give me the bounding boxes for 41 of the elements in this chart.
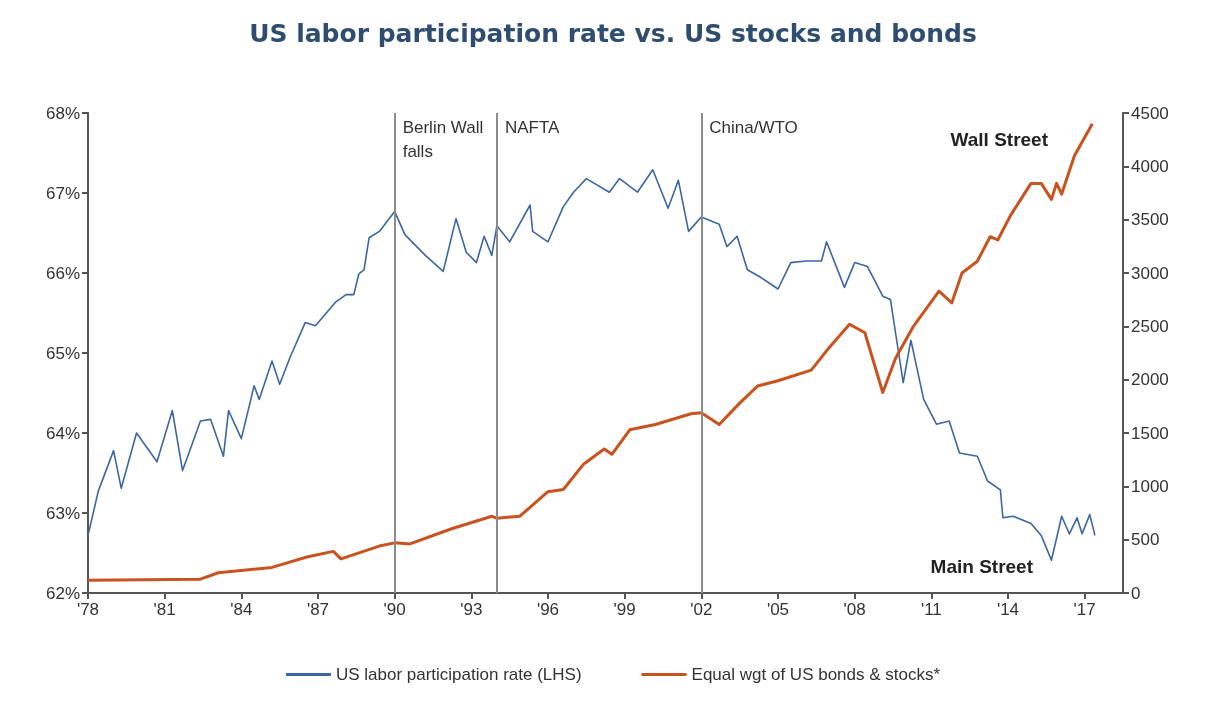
y-tick-label: 67% [45, 183, 80, 203]
y-tick-label: 64% [45, 423, 80, 443]
y-tick-label: 66% [45, 263, 80, 283]
x-tick-label: '78 [76, 600, 100, 619]
x-tick-label: '93 [460, 600, 483, 619]
y-tick-label: 68% [45, 103, 80, 123]
x-tick-label: '81 [153, 600, 176, 619]
x-tick-label: '87 [306, 600, 330, 619]
y2-tick-label: 3500 [1131, 210, 1169, 230]
y2-tick-label: 0 [1131, 583, 1141, 603]
y2-tick-label: 4000 [1131, 156, 1169, 176]
y2-tick-label: 2000 [1131, 370, 1169, 390]
y-tick-label: 62% [45, 583, 80, 603]
y2-tick-label: 500 [1131, 530, 1160, 550]
line-series [87, 169, 1096, 561]
y2-tick-label: 2500 [1131, 316, 1169, 336]
legend-label: US labor participation rate (LHS) [335, 665, 582, 684]
x-tick-label: '99 [613, 600, 636, 619]
x-tick-label: '05 [766, 600, 790, 619]
chart-title: US labor participation rate vs. US stocks and bonds [249, 19, 977, 48]
y2-tick-label: 1000 [1131, 476, 1169, 496]
y-tick-label: 63% [45, 503, 80, 523]
ref-line-label: NAFTA [504, 117, 561, 137]
x-tick-label: '17 [1073, 600, 1096, 619]
x-tick-label: '08 [843, 600, 866, 619]
x-tick-label: '02 [690, 600, 713, 619]
y2-tick-label: 4500 [1131, 103, 1169, 123]
y2-tick-label: 1500 [1131, 423, 1169, 443]
x-tick-label: '84 [230, 600, 253, 619]
x-tick-label: '96 [536, 600, 560, 619]
y-tick-label: 65% [45, 343, 80, 363]
legend-label: Equal wgt of US bonds & stocks* [691, 665, 941, 684]
annotation: Main Street [930, 556, 1034, 577]
line-series [86, 122, 1094, 582]
annotation: Wall Street [950, 129, 1049, 150]
x-tick-label: '14 [996, 600, 1020, 619]
x-tick-label: '90 [383, 600, 406, 619]
ref-line-label: Berlin Wall falls [402, 117, 489, 161]
ref-line-label: China/WTO [709, 117, 798, 137]
x-tick-label: '11 [920, 600, 942, 619]
y2-tick-label: 3000 [1131, 263, 1169, 283]
